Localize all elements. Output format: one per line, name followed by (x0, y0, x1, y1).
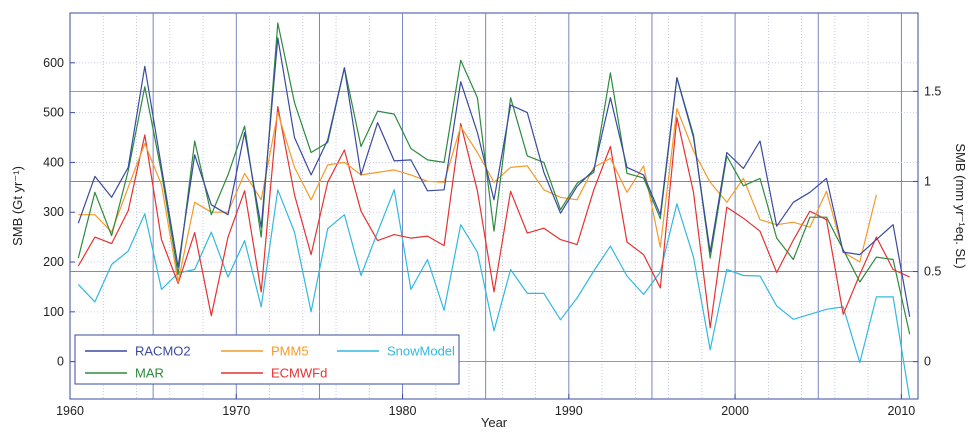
x-tick-label: 1970 (222, 404, 250, 418)
legend-box (74, 334, 460, 385)
series-snowmodel (77, 189, 911, 400)
x-tick-label: 1960 (56, 404, 84, 418)
x-axis-title: Year (481, 415, 508, 430)
series-lines (77, 22, 911, 400)
axis-ticks: 1960 1970 1980 1990 2000 2010 0 100 200 300 400 500… (43, 56, 941, 418)
y-tick-label: 600 (43, 56, 64, 70)
legend-label: RACMO2 (135, 344, 191, 359)
legend-label: PMM5 (271, 344, 309, 359)
legend-label: MAR (135, 366, 164, 381)
y-axis-title: SMB (Gt yr⁻¹) (10, 166, 25, 246)
x-tick-label: 1990 (555, 404, 583, 418)
legend-label: ECMWFd (271, 366, 327, 381)
series-racmo2 (77, 37, 911, 317)
y-tick-label: 100 (43, 305, 64, 319)
x-tick-label: 1980 (389, 404, 417, 418)
legend-label: SnowModel (387, 344, 455, 359)
y-tick-label: 400 (43, 155, 64, 169)
y-tick-label: 300 (43, 205, 64, 219)
y2-tick-label: 1 (924, 174, 931, 188)
y-tick-label: 0 (57, 355, 64, 369)
x-tick-label: 2000 (721, 404, 749, 418)
series-line (77, 105, 910, 329)
y-tick-label: 500 (43, 106, 64, 120)
series-ecmwfd (77, 105, 910, 329)
series-line (77, 22, 911, 335)
y-tick-label: 200 (43, 255, 64, 269)
legend: RACMO2 PMM5 SnowModel MAR ECMWFd (74, 334, 460, 385)
y2-tick-label: 1.5 (924, 84, 941, 98)
x-tick-label: 2010 (887, 404, 915, 418)
y2-tick-label: 0 (924, 355, 931, 369)
series-mar (77, 22, 911, 335)
y2-axis-title: SMB (mm yr⁻¹eq. SL) (953, 143, 968, 268)
series-line (77, 37, 911, 317)
series-line (77, 189, 911, 400)
y2-tick-label: 0.5 (924, 265, 941, 279)
